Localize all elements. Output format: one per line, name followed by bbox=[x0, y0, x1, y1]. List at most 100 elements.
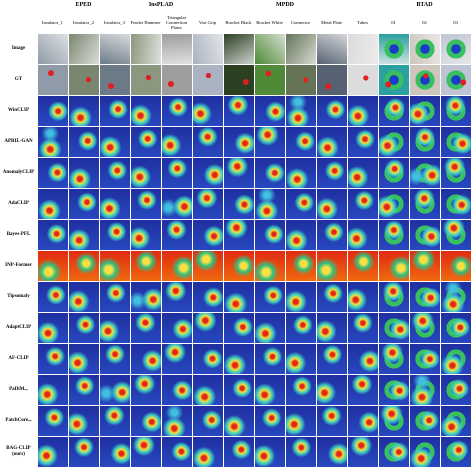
image-tile bbox=[130, 343, 161, 374]
row-label: AnomalyCLIP bbox=[0, 157, 37, 188]
image-tile bbox=[37, 312, 68, 343]
row-label: Tipsomaly bbox=[0, 281, 37, 312]
image-tile bbox=[37, 343, 68, 374]
column-label: Insulator_2 bbox=[73, 20, 94, 25]
image-tile bbox=[285, 64, 316, 95]
image-tile bbox=[192, 312, 223, 343]
image-tile bbox=[192, 250, 223, 281]
image-tile bbox=[161, 281, 192, 312]
image-tile bbox=[37, 33, 68, 64]
image-tile bbox=[223, 33, 254, 64]
image-tile bbox=[254, 188, 285, 219]
image-tile bbox=[316, 250, 347, 281]
image-tile bbox=[130, 33, 161, 64]
row-label-text: AnomalyCLIP bbox=[2, 169, 35, 175]
image-tile bbox=[254, 250, 285, 281]
image-tile bbox=[378, 95, 409, 126]
image-tile bbox=[378, 250, 409, 281]
image-tile bbox=[99, 374, 130, 405]
group-label: BTAD bbox=[416, 2, 433, 8]
image-tile bbox=[37, 157, 68, 188]
image-tile bbox=[409, 374, 440, 405]
image-tile bbox=[130, 188, 161, 219]
group-label: EPED bbox=[75, 2, 92, 8]
image-tile bbox=[68, 188, 99, 219]
image-tile bbox=[68, 64, 99, 95]
image-tile bbox=[223, 157, 254, 188]
image-tile bbox=[68, 405, 99, 436]
image-tile bbox=[223, 405, 254, 436]
image-tile bbox=[37, 219, 68, 250]
image-tile bbox=[192, 188, 223, 219]
image-tile bbox=[99, 95, 130, 126]
image-tile bbox=[130, 157, 161, 188]
image-tile bbox=[161, 312, 192, 343]
column-label: 02 bbox=[422, 20, 427, 25]
row-label-text: PatchCore bbox=[5, 417, 29, 423]
image-tile bbox=[347, 126, 378, 157]
image-tile bbox=[161, 374, 192, 405]
image-tile bbox=[99, 64, 130, 95]
image-tile bbox=[68, 281, 99, 312]
image-tile bbox=[347, 219, 378, 250]
image-tile bbox=[68, 157, 99, 188]
image-tile bbox=[409, 64, 440, 95]
row-label-text: Tipsomaly bbox=[7, 293, 30, 299]
image-tile bbox=[285, 33, 316, 64]
image-tile bbox=[285, 157, 316, 188]
row-label-text: AdaCLIP bbox=[8, 200, 29, 206]
column-label: Bracket Black bbox=[225, 20, 252, 25]
image-tile bbox=[68, 312, 99, 343]
image-tile bbox=[409, 95, 440, 126]
image-tile bbox=[254, 343, 285, 374]
group-label: InsPLAD bbox=[148, 2, 174, 8]
column-label: Insulator_3 bbox=[104, 20, 125, 25]
image-tile bbox=[192, 343, 223, 374]
image-tile bbox=[254, 436, 285, 467]
image-tile bbox=[409, 436, 440, 467]
row-label: Image bbox=[0, 33, 37, 64]
column-label: Metal Plate bbox=[320, 20, 343, 25]
image-tile bbox=[161, 157, 192, 188]
image-tile bbox=[68, 33, 99, 64]
image-tile bbox=[130, 405, 161, 436]
row-label-text: AdaptCLIP bbox=[5, 324, 32, 330]
image-tile bbox=[254, 219, 285, 250]
row-label-text: Bayes-PFL bbox=[6, 231, 31, 237]
column-label: Connector bbox=[290, 20, 311, 25]
image-tile bbox=[254, 95, 285, 126]
image-tile bbox=[161, 436, 192, 467]
image-tile bbox=[440, 95, 471, 126]
image-tile bbox=[161, 95, 192, 126]
image-tile bbox=[192, 219, 223, 250]
row-label: BAG-CLIP (ours) bbox=[0, 436, 37, 467]
image-tile bbox=[409, 343, 440, 374]
image-tile bbox=[223, 343, 254, 374]
image-tile bbox=[68, 219, 99, 250]
row-label-text: BAG-CLIP (ours) bbox=[6, 445, 31, 457]
image-tile bbox=[378, 126, 409, 157]
row-label: AdaptCLIP bbox=[0, 312, 37, 343]
image-tile bbox=[347, 33, 378, 64]
image-tile bbox=[409, 281, 440, 312]
row-label: INP-Former bbox=[0, 250, 37, 281]
image-tile bbox=[161, 126, 192, 157]
image-tile bbox=[223, 250, 254, 281]
row-label: WinCLIP bbox=[0, 95, 37, 126]
image-tile bbox=[409, 405, 440, 436]
image-tile bbox=[99, 343, 130, 374]
image-tile bbox=[223, 64, 254, 95]
image-tile bbox=[161, 250, 192, 281]
image-tile bbox=[316, 126, 347, 157]
image-tile bbox=[130, 95, 161, 126]
column-label: Tubes bbox=[356, 20, 369, 25]
image-tile bbox=[223, 126, 254, 157]
image-tile bbox=[254, 126, 285, 157]
image-tile bbox=[440, 64, 471, 95]
image-tile bbox=[192, 33, 223, 64]
image-tile bbox=[285, 250, 316, 281]
image-tile bbox=[347, 95, 378, 126]
group-label: MPDD bbox=[276, 2, 294, 8]
image-tile bbox=[99, 312, 130, 343]
image-tile bbox=[254, 281, 285, 312]
